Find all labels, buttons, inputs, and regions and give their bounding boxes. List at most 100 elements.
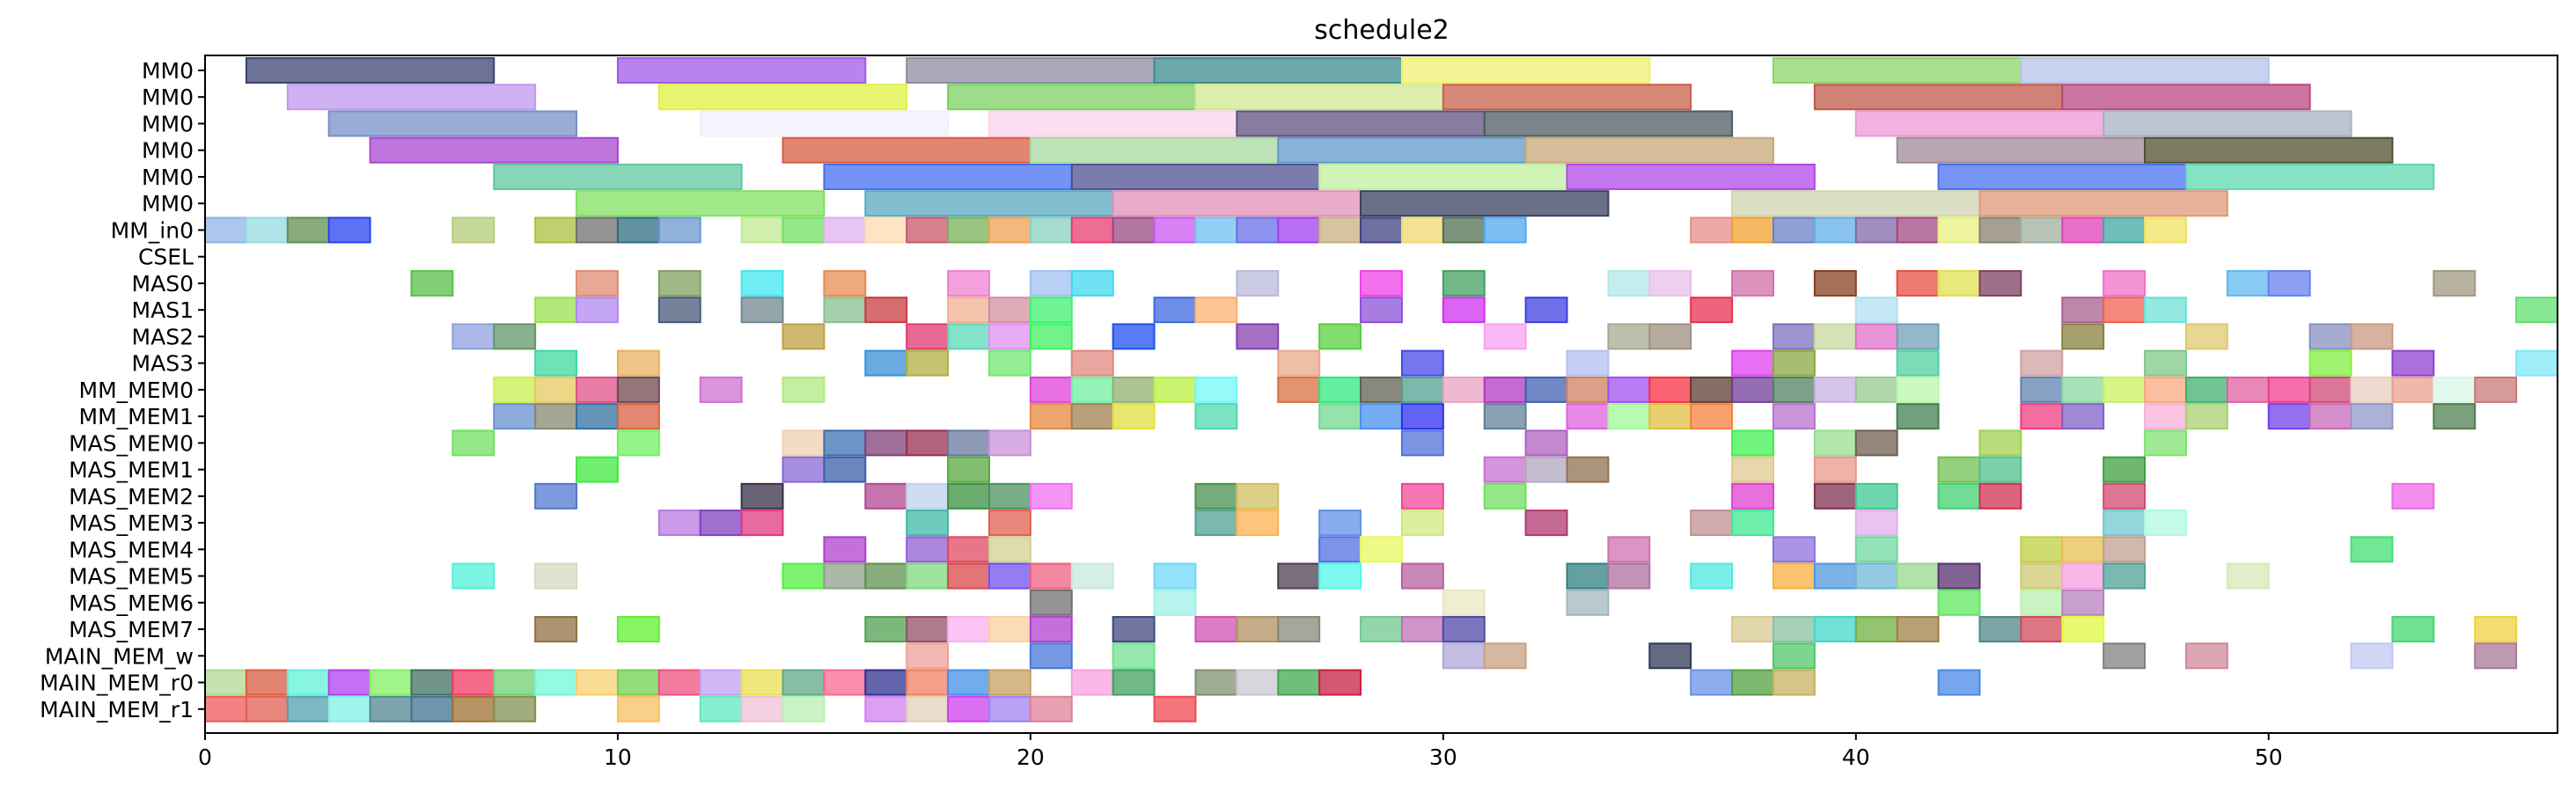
- task-bar: [616, 349, 660, 377]
- task-bar: [2020, 562, 2064, 590]
- task-bar: [988, 536, 1031, 563]
- task-bar: [947, 616, 990, 643]
- task-bar: [1937, 562, 1981, 590]
- task-bar: [823, 269, 867, 297]
- task-bar: [1607, 323, 1651, 350]
- task-bar: [1566, 456, 1610, 483]
- task-bar: [1277, 669, 1321, 696]
- task-bar: [1813, 269, 1857, 297]
- task-bar: [2144, 136, 2394, 164]
- task-bar: [2103, 456, 2147, 483]
- task-bar: [1731, 669, 1774, 696]
- task-bar: [616, 376, 660, 403]
- task-bar: [1029, 297, 1073, 324]
- task-bar: [2061, 376, 2105, 403]
- task-bar: [988, 616, 1031, 643]
- task-bar: [1978, 456, 2022, 483]
- task-bar: [1937, 456, 1981, 483]
- task-bar: [1896, 349, 1940, 377]
- task-bar: [864, 482, 908, 510]
- task-bar: [245, 695, 289, 722]
- task-bar: [699, 376, 743, 403]
- task-bar: [1896, 136, 2147, 164]
- task-bar: [1854, 216, 1898, 244]
- task-bar: [1566, 589, 1610, 616]
- task-bar: [1937, 269, 1981, 297]
- task-bar: [576, 190, 826, 217]
- x-tick-label: 50: [2255, 744, 2283, 770]
- task-bar: [1442, 642, 1486, 670]
- task-bar: [2061, 616, 2105, 643]
- task-bar: [327, 110, 578, 137]
- task-bar: [1937, 589, 1981, 616]
- task-bar: [699, 110, 950, 137]
- task-bar: [864, 616, 908, 643]
- task-bar: [823, 297, 867, 324]
- task-bar: [1813, 323, 1857, 350]
- task-bar: [1277, 376, 1321, 403]
- task-bar: [493, 403, 537, 430]
- task-bar: [534, 616, 578, 643]
- task-bar: [1896, 562, 1940, 590]
- task-bar: [1070, 349, 1114, 377]
- task-bar: [2184, 403, 2228, 430]
- task-bar: [947, 562, 990, 590]
- task-bar: [1029, 136, 1280, 164]
- task-bar: [988, 562, 1031, 590]
- task-bar: [1896, 216, 1940, 244]
- task-bar: [782, 456, 826, 483]
- row-label: MAS_MEM0: [69, 430, 194, 456]
- task-bar: [740, 216, 784, 244]
- task-bar: [1648, 269, 1692, 297]
- task-bar: [1236, 110, 1486, 137]
- task-bar: [906, 323, 950, 350]
- task-bar: [245, 669, 289, 696]
- task-bar: [988, 510, 1031, 537]
- task-bar: [2515, 297, 2558, 324]
- task-bar: [2144, 429, 2187, 457]
- task-bar: [1277, 349, 1321, 377]
- task-bar: [1029, 269, 1073, 297]
- task-bar: [2184, 376, 2228, 403]
- task-bar: [782, 216, 826, 244]
- row-label: MM0: [142, 191, 194, 216]
- task-bar: [1400, 57, 1651, 84]
- x-tick-label: 20: [1016, 744, 1045, 770]
- task-bar: [2433, 269, 2477, 297]
- task-bar: [2061, 216, 2105, 244]
- task-bar: [576, 269, 619, 297]
- task-bar: [699, 669, 743, 696]
- task-bar: [2184, 163, 2435, 190]
- row-label: MM0: [142, 58, 194, 84]
- task-bar: [2267, 403, 2311, 430]
- task-bar: [782, 323, 826, 350]
- task-bar: [2267, 269, 2311, 297]
- task-bar: [1772, 669, 1816, 696]
- task-bar: [1029, 403, 1073, 430]
- task-bar: [1153, 562, 1197, 590]
- task-bar: [740, 695, 784, 722]
- task-bar: [2350, 536, 2394, 563]
- task-bar: [1731, 216, 1774, 244]
- task-bar: [493, 695, 537, 722]
- task-bar: [1648, 403, 1692, 430]
- task-bar: [2184, 323, 2228, 350]
- task-bar: [1731, 429, 1774, 457]
- task-bar: [1524, 297, 1568, 324]
- task-bar: [1690, 510, 1734, 537]
- task-bar: [1236, 482, 1280, 510]
- task-bar: [1236, 323, 1280, 350]
- task-bar: [1318, 669, 1362, 696]
- chart-title: schedule2: [1314, 15, 1449, 46]
- task-bar: [1524, 429, 1568, 457]
- task-bar: [204, 669, 247, 696]
- task-bar: [2144, 297, 2187, 324]
- task-bar: [906, 642, 950, 670]
- task-bar: [1690, 669, 1734, 696]
- task-bar: [906, 536, 950, 563]
- task-bar: [286, 216, 330, 244]
- task-bar: [1854, 482, 1898, 510]
- task-bar: [2061, 536, 2105, 563]
- task-bar: [2103, 642, 2147, 670]
- task-bar: [576, 669, 619, 696]
